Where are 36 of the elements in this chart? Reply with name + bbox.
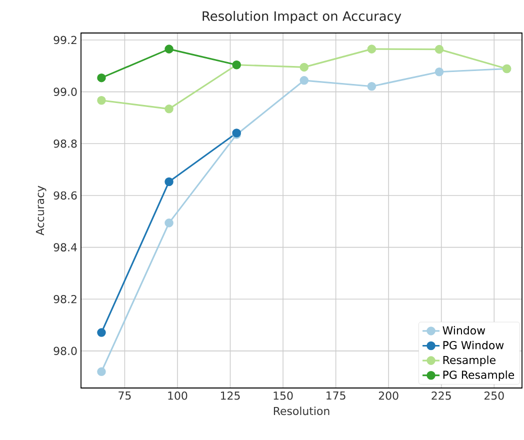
legend-label: Window [442,326,486,335]
y-tick-label: 98.0 [54,346,77,356]
point [97,328,106,337]
point [367,82,376,91]
y-tick-label: 99.0 [54,88,77,96]
legend-label: PG Window [443,340,504,350]
x-axis-title: Resolution [274,406,330,416]
point [367,44,376,54]
x-tick-label: 225 [432,392,451,400]
y-tick-label: 98.4 [54,243,77,252]
x-tick-label: 200 [378,392,398,400]
x-tick-label: 100 [168,392,188,400]
point [300,62,309,72]
point [97,96,106,105]
point [300,76,309,85]
point [164,44,174,54]
chart-title: Resolution Impact on Accuracy [202,10,402,24]
y-tick-label: 98.8 [54,140,77,148]
y-axis-title: Accuracy [36,186,46,236]
point [164,177,174,186]
y-tick-label: 98.2 [54,294,76,304]
x-tick-label: 125 [221,392,240,400]
x-tick-label: 150 [274,392,293,400]
point [164,104,174,114]
y-tick-label: 99.2 [54,36,76,44]
point [434,44,444,54]
x-tick-label: 75 [118,392,131,400]
y-tick-label: 98.6 [54,191,77,200]
point [97,73,106,82]
x-tick-label: 250 [484,392,504,400]
point [97,367,106,376]
point [434,67,444,76]
legend-label: Resample [443,356,496,366]
point [164,218,174,228]
legend-label: PG Resample [443,370,514,382]
x-tick-label: 175 [326,392,346,400]
